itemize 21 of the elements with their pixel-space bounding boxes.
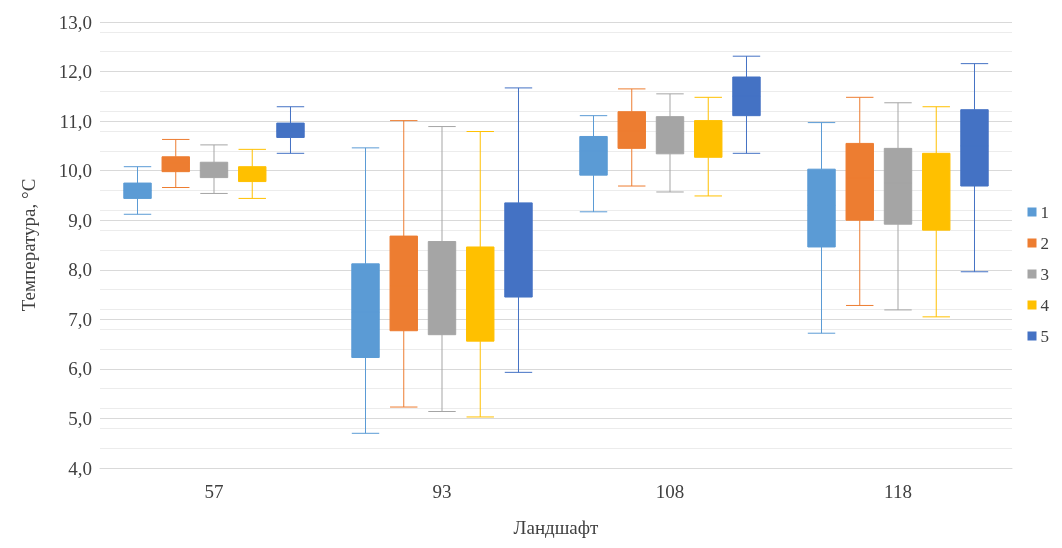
y-axis-title: Температура, °C <box>18 178 39 312</box>
legend-label: 3 <box>1040 264 1049 284</box>
y-tick-label: 7,0 <box>68 308 92 330</box>
x-tick-label: 108 <box>655 481 685 502</box>
legend-label: 1 <box>1040 202 1049 222</box>
x-tick-label: 93 <box>432 481 452 502</box>
y-tick-label: 4,0 <box>68 457 92 479</box>
y-tick-label: 13,0 <box>58 11 92 33</box>
x-axis-title: Ландшафт <box>513 517 600 538</box>
legend-label: 2 <box>1040 233 1049 253</box>
y-tick-label: 10,0 <box>58 160 92 182</box>
y-tick-label: 9,0 <box>68 209 92 231</box>
x-tick-label: 57 <box>204 481 224 502</box>
legend-label: 4 <box>1040 295 1050 315</box>
y-tick-label: 11,0 <box>59 110 92 132</box>
y-tick-label: 5,0 <box>68 407 92 429</box>
y-tick-label: 6,0 <box>68 358 92 380</box>
x-tick-label: 118 <box>884 481 912 502</box>
legend-label: 5 <box>1040 326 1049 346</box>
y-tick-label: 12,0 <box>58 61 92 83</box>
y-tick-label: 8,0 <box>68 259 92 281</box>
